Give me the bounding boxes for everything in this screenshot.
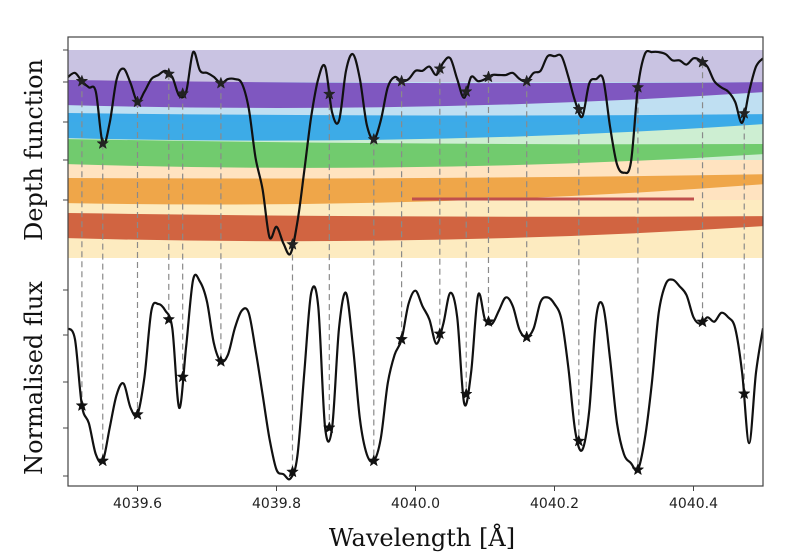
depth-marker-5 [176, 87, 190, 100]
flux-marker-9 [367, 454, 381, 467]
flux-marker-16 [631, 462, 645, 476]
depth-marker-6 [214, 76, 228, 89]
flux-curve [68, 273, 763, 481]
depth-marker-9 [367, 132, 381, 145]
flux-marker-17 [696, 315, 709, 328]
flux-marker-12 [459, 387, 473, 400]
x-tick-label-5: 4040.4 [669, 496, 718, 512]
depth-layer-bands [68, 80, 763, 242]
depth-marker-18 [737, 106, 751, 119]
depth-axis-label: Depth function [20, 59, 48, 241]
depth-marker-15 [572, 102, 586, 115]
depth-marker-1 [75, 74, 89, 87]
flux-marker-10 [395, 332, 408, 345]
flux-marker-7 [286, 465, 299, 478]
depth-band-1 [68, 50, 763, 82]
flux-marker-15 [572, 434, 586, 447]
depth-marker-2 [96, 136, 110, 150]
depth-markers [75, 55, 751, 250]
depth-marker-16 [631, 80, 645, 93]
flux-marker-2 [96, 454, 110, 467]
flux-marker-1 [75, 398, 89, 412]
x-tick-label-1: 4039.6 [113, 496, 162, 512]
x-tick-label-2: 4039.8 [252, 496, 301, 512]
y-ticks [63, 49, 68, 477]
depth-marker-14 [520, 74, 534, 87]
flux-marker-11 [433, 327, 447, 340]
depth-layer-3 [68, 139, 763, 168]
flux-marker-5 [176, 370, 190, 383]
depth-marker-4 [162, 67, 176, 80]
depth-layer-4 [68, 174, 763, 205]
flux-marker-18 [737, 386, 751, 400]
feature-guide-lines [81, 62, 745, 472]
depth-layer-2 [68, 113, 763, 141]
depth-marker-11 [433, 61, 447, 75]
depth-marker-8 [322, 87, 336, 100]
depth-marker-7 [286, 237, 299, 250]
depth-marker-12 [459, 84, 473, 98]
x-tick-label-4: 4040.2 [530, 496, 579, 512]
x-tick-label-3: 4040.0 [391, 496, 440, 512]
flux-marker-8 [322, 421, 336, 434]
depth-marker-13 [482, 70, 495, 83]
flux-marker-6 [214, 354, 228, 367]
depth-marker-3 [131, 95, 144, 108]
flux-marker-13 [482, 315, 495, 328]
depth-marker-10 [395, 74, 408, 87]
flux-marker-14 [520, 330, 534, 343]
flux-marker-3 [131, 407, 144, 420]
flux-markers [75, 312, 751, 478]
depth-marker-17 [696, 55, 709, 68]
x-axis-label: Wavelength [Å] [329, 523, 515, 552]
depth-layer-5 [68, 213, 763, 242]
flux-marker-4 [162, 312, 176, 325]
x-ticks: 4039.6 4039.8 4040.0 4040.2 4040.4 [113, 486, 718, 512]
flux-axis-label: Normalised flux [20, 281, 48, 475]
